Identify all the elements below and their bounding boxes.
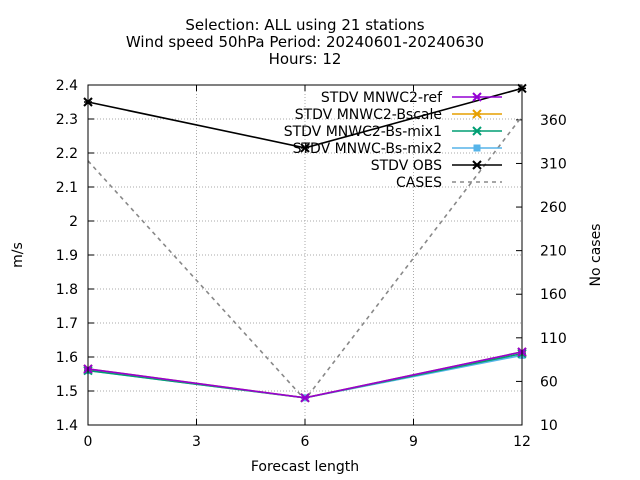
y-tick-label: 1.5 [56, 384, 78, 400]
legend-entry-label: STDV MNWC2-ref [321, 90, 443, 106]
x-tick-label: 9 [409, 434, 418, 450]
y2-tick-label: 260 [540, 200, 567, 216]
y-tick-label: 1.6 [56, 350, 78, 366]
data-point [473, 144, 481, 152]
y-tick-label: 1.7 [56, 316, 78, 332]
x-tick-label: 0 [84, 434, 93, 450]
y-axis-label: m/s [10, 242, 26, 268]
grid [88, 85, 522, 425]
x-tick-label: 6 [301, 434, 310, 450]
y2-tick-label: 110 [540, 331, 567, 347]
y-tick-label: 1.4 [56, 418, 78, 434]
legend-entry-label: STDV MNWC2-Bscale [295, 107, 442, 123]
y2-axis-label: No cases [588, 224, 604, 287]
y2-tick-label: 160 [540, 287, 567, 303]
y-tick-label: 1.9 [56, 248, 78, 264]
y-tick-label: 2.4 [56, 78, 78, 94]
legend-entry-label: STDV OBS [371, 158, 442, 174]
y2-tick-label: 10 [540, 418, 558, 434]
legend-entry-label: STDV MNWC2-Bs-mix1 [284, 124, 442, 140]
plot-frame [87, 84, 523, 426]
x-tick-label: 3 [192, 434, 201, 450]
legend-entry-label: CASES [396, 175, 442, 191]
y2-tick-label: 210 [540, 244, 567, 260]
y2-tick-label: 60 [540, 374, 558, 390]
series-lines [83, 83, 527, 403]
y2-tick-label: 310 [540, 156, 567, 172]
y-tick-label: 2.1 [56, 180, 78, 196]
ticks: 0 3 6 9 12 1.4 1.5 1.6 1.7 1.8 1.9 2 2.1 2.2 2.3 2.4 10 6… [56, 78, 567, 450]
y-tick-label: 2.3 [56, 112, 78, 128]
x-tick-label: 12 [513, 434, 531, 450]
chart-title-line: Selection: ALL using 21 stations [185, 16, 424, 34]
x-axis-label: Forecast length [251, 459, 359, 475]
chart-title-line: Hours: 12 [269, 50, 342, 68]
y-tick-label: 2 [69, 214, 78, 230]
y-tick-label: 2.2 [56, 146, 78, 162]
y2-tick-label: 360 [540, 113, 567, 129]
y-tick-label: 1.8 [56, 282, 78, 298]
chart-title-line: Wind speed 50hPa Period: 20240601-202406… [126, 33, 484, 51]
legend-entry-label: STDV MNWC-Bs-mix2 [293, 141, 442, 157]
